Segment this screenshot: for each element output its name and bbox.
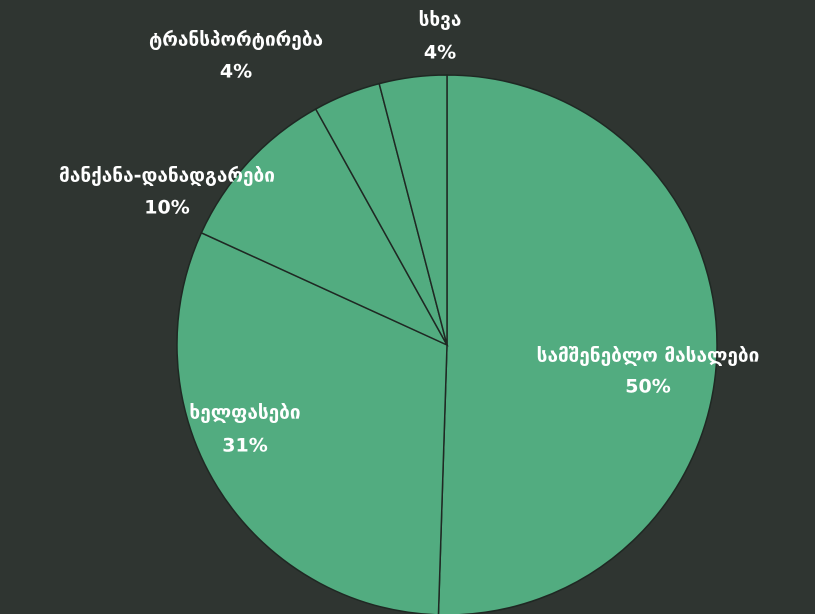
slice-label: ტრანსპორტირება: [149, 29, 323, 51]
slice-value-label: 50%: [625, 376, 670, 398]
pie-slice: [200, 108, 449, 347]
slice-value-label: 31%: [222, 435, 267, 457]
pie-slice: [437, 74, 718, 614]
slice-label: სამშენებლო მასალები: [537, 345, 760, 367]
slice-value-label: 4%: [220, 61, 252, 83]
slice-value-label: 10%: [144, 197, 189, 219]
pie-slice: [378, 74, 448, 346]
slice-label: სხვა: [419, 9, 462, 31]
slice-label: ხელფასები: [189, 402, 300, 424]
slice-label: მანქანა-დანადგარები: [59, 165, 275, 187]
slice-value-label: 4%: [424, 42, 456, 64]
pie-slice: [176, 231, 448, 614]
